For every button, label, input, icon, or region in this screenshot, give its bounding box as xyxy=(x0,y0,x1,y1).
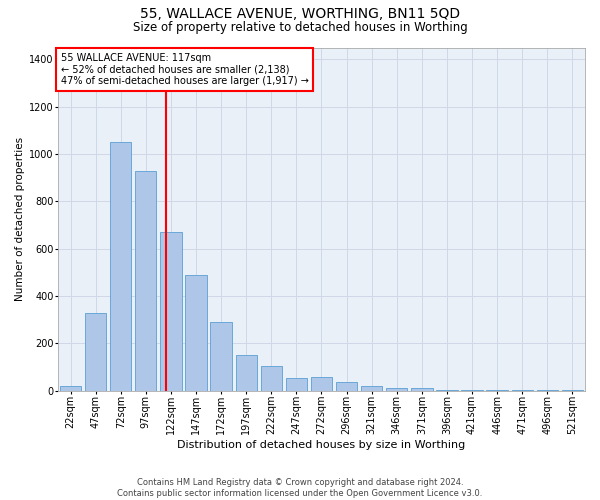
Bar xyxy=(286,378,307,391)
Text: Contains HM Land Registry data © Crown copyright and database right 2024.
Contai: Contains HM Land Registry data © Crown c… xyxy=(118,478,482,498)
Bar xyxy=(487,390,508,391)
Bar xyxy=(85,312,106,391)
Bar xyxy=(110,142,131,391)
Text: 55 WALLACE AVENUE: 117sqm
← 52% of detached houses are smaller (2,138)
47% of se: 55 WALLACE AVENUE: 117sqm ← 52% of detac… xyxy=(61,52,308,86)
Bar xyxy=(236,356,257,391)
Bar xyxy=(461,390,483,391)
Bar xyxy=(436,390,458,391)
Y-axis label: Number of detached properties: Number of detached properties xyxy=(15,137,25,301)
Bar xyxy=(160,232,182,391)
Bar xyxy=(536,390,558,391)
Bar xyxy=(260,366,282,391)
Bar xyxy=(411,388,433,391)
Bar xyxy=(211,322,232,391)
X-axis label: Distribution of detached houses by size in Worthing: Distribution of detached houses by size … xyxy=(178,440,466,450)
Bar xyxy=(336,382,357,391)
Text: Size of property relative to detached houses in Worthing: Size of property relative to detached ho… xyxy=(133,21,467,34)
Bar xyxy=(562,390,583,391)
Bar xyxy=(185,275,206,391)
Bar xyxy=(311,376,332,391)
Bar xyxy=(361,386,382,391)
Bar xyxy=(135,170,157,391)
Bar xyxy=(512,390,533,391)
Text: 55, WALLACE AVENUE, WORTHING, BN11 5QD: 55, WALLACE AVENUE, WORTHING, BN11 5QD xyxy=(140,8,460,22)
Bar xyxy=(60,386,81,391)
Bar xyxy=(386,388,407,391)
